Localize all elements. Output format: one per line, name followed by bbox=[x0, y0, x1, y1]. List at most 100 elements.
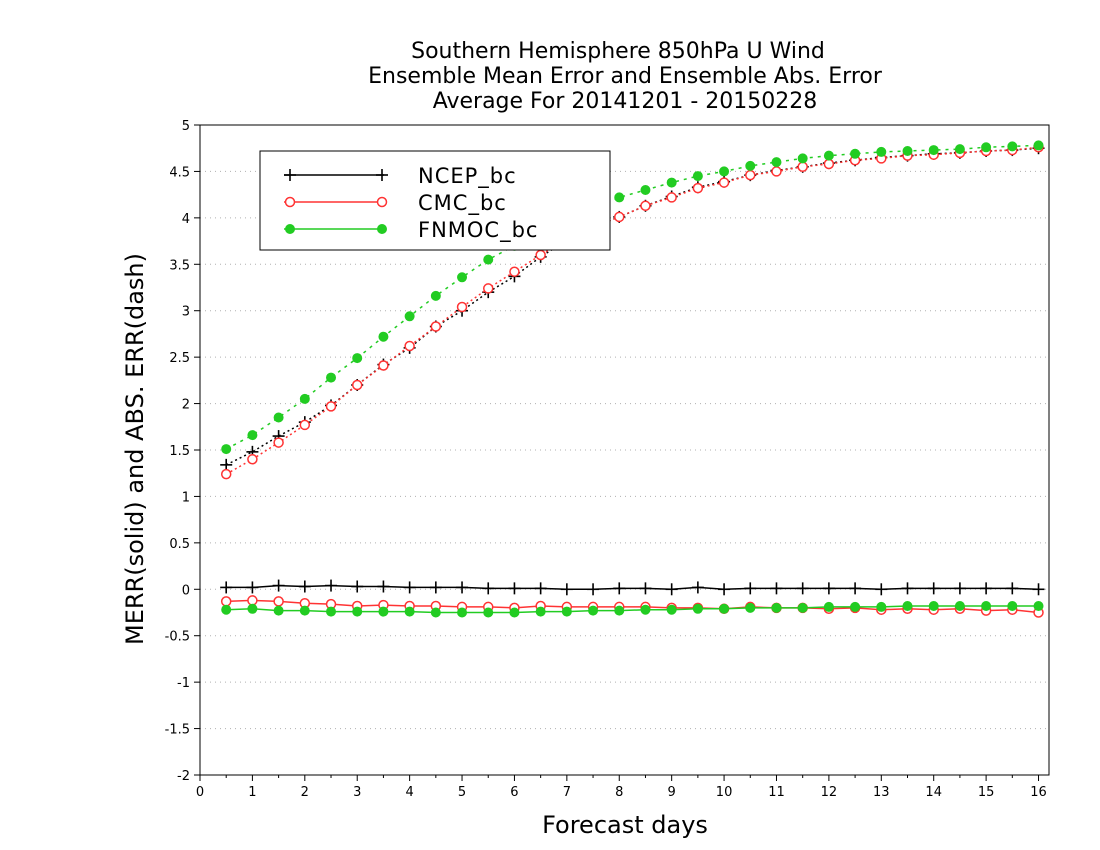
data-point bbox=[246, 581, 259, 594]
data-point bbox=[284, 196, 296, 208]
x-tick-label: 10 bbox=[716, 785, 733, 800]
data-point bbox=[771, 166, 782, 177]
data-point bbox=[325, 401, 337, 412]
data-point bbox=[377, 224, 387, 234]
data-point bbox=[692, 182, 704, 194]
data-point bbox=[326, 606, 337, 617]
data-point bbox=[796, 582, 809, 595]
x-tick-label: 1 bbox=[248, 785, 256, 800]
data-point bbox=[456, 581, 469, 594]
data-point bbox=[284, 169, 296, 181]
data-point bbox=[247, 603, 258, 614]
data-point bbox=[719, 166, 730, 177]
data-point bbox=[1006, 582, 1019, 595]
data-point bbox=[221, 604, 232, 615]
data-point bbox=[508, 582, 521, 595]
x-tick-label: 15 bbox=[978, 785, 995, 800]
data-point bbox=[902, 146, 913, 156]
data-point bbox=[954, 601, 965, 611]
data-point bbox=[823, 601, 834, 612]
data-point bbox=[876, 146, 887, 157]
data-point bbox=[718, 583, 731, 596]
y-tick-label: 3.5 bbox=[169, 258, 190, 273]
data-point bbox=[247, 454, 258, 465]
data-point bbox=[456, 301, 468, 313]
abs-error-line bbox=[225, 144, 1039, 450]
data-point bbox=[352, 353, 363, 364]
axes: 54.543.532.521.510.50-0.5-1-1.5-20 1 2 3 4 5 6… bbox=[165, 119, 1050, 800]
y-tick-label: 4 bbox=[182, 212, 190, 227]
x-tick-label: 4 bbox=[405, 785, 413, 800]
data-point bbox=[1032, 583, 1045, 596]
data-point bbox=[482, 283, 494, 294]
data-point bbox=[351, 379, 363, 391]
y-tick-label: 0 bbox=[182, 583, 190, 598]
x-tick-label: 0 bbox=[196, 785, 204, 800]
data-point bbox=[640, 200, 651, 212]
x-axis-label: Forecast days bbox=[542, 811, 708, 839]
data-point bbox=[797, 602, 808, 613]
y-tick-label: 3 bbox=[182, 305, 190, 320]
data-point bbox=[744, 582, 757, 595]
y-tick-label: -2 bbox=[177, 769, 190, 784]
data-point bbox=[953, 582, 966, 595]
data-point bbox=[483, 254, 494, 265]
y-tick-label: 0.5 bbox=[169, 537, 190, 552]
data-point bbox=[692, 603, 703, 614]
data-point bbox=[220, 596, 232, 607]
data-point bbox=[457, 272, 468, 283]
x-tick-label: 11 bbox=[768, 785, 785, 800]
data-point bbox=[247, 595, 258, 606]
data-point bbox=[299, 419, 311, 431]
series-abs-error bbox=[221, 140, 1044, 455]
data-point bbox=[771, 157, 782, 168]
y-tick-label: 2 bbox=[182, 398, 190, 413]
y-axis-label: MERR(solid) and ABS. ERR(dash) bbox=[121, 253, 149, 645]
data-point bbox=[273, 412, 284, 423]
data-point bbox=[745, 160, 756, 171]
data-point bbox=[273, 437, 284, 448]
data-point bbox=[535, 606, 546, 617]
data-point bbox=[1033, 601, 1044, 611]
legend-entry: FNMOC_bc bbox=[284, 218, 538, 243]
data-point bbox=[849, 582, 862, 595]
x-tick-label: 2 bbox=[301, 785, 309, 800]
data-point bbox=[220, 458, 233, 471]
data-point bbox=[823, 158, 835, 170]
data-point bbox=[927, 582, 940, 595]
x-tick-label: 14 bbox=[925, 785, 942, 800]
data-point bbox=[902, 601, 913, 611]
y-tick-label: -1 bbox=[177, 676, 190, 691]
x-tick-label: 8 bbox=[615, 785, 623, 800]
data-point bbox=[430, 321, 442, 332]
y-tick-label: -0.5 bbox=[165, 630, 190, 645]
data-point bbox=[797, 153, 808, 164]
x-tick-label: 3 bbox=[353, 785, 361, 800]
data-point bbox=[220, 581, 233, 594]
data-point bbox=[719, 603, 730, 614]
series-mean-error bbox=[221, 601, 1044, 618]
data-point bbox=[692, 171, 703, 182]
data-point bbox=[850, 148, 861, 159]
data-point bbox=[299, 393, 310, 404]
data-point bbox=[247, 430, 258, 441]
data-point bbox=[640, 604, 651, 615]
y-tick-label: 5 bbox=[182, 119, 190, 134]
data-point bbox=[954, 144, 965, 155]
data-point bbox=[482, 582, 495, 595]
data-point bbox=[639, 582, 652, 595]
chart-title: Southern Hemisphere 850hPa U Wind Ensemb… bbox=[368, 39, 883, 114]
data-point bbox=[901, 582, 914, 595]
legend-entry: NCEP_bc bbox=[284, 164, 516, 189]
data-point bbox=[981, 142, 992, 153]
data-point bbox=[457, 607, 468, 618]
data-point bbox=[797, 161, 808, 173]
data-point bbox=[1033, 140, 1044, 151]
data-point bbox=[273, 605, 284, 616]
data-point bbox=[745, 602, 756, 613]
data-point bbox=[376, 169, 388, 181]
data-point bbox=[876, 601, 887, 612]
legend-label: FNMOC_bc bbox=[418, 218, 538, 243]
